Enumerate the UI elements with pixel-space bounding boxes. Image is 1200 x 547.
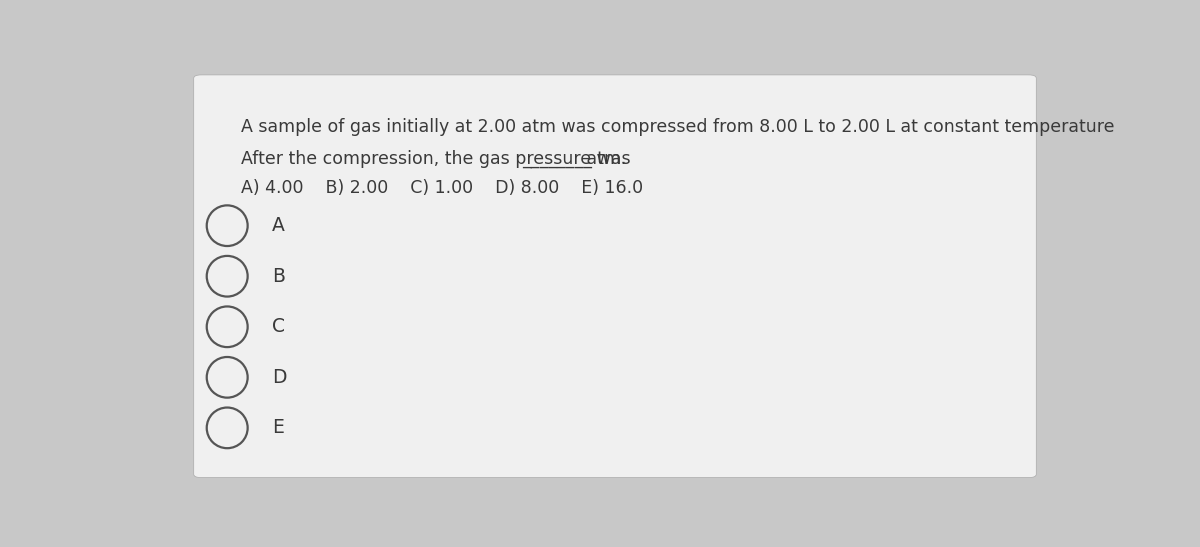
- Text: A sample of gas initially at 2.00 atm was compressed from 8.00 L to 2.00 L at co: A sample of gas initially at 2.00 atm wa…: [241, 118, 1115, 136]
- Text: atm.: atm.: [581, 150, 626, 168]
- Text: C: C: [272, 317, 284, 336]
- FancyBboxPatch shape: [193, 75, 1037, 478]
- Text: ________: ________: [522, 150, 592, 168]
- Text: D: D: [272, 368, 287, 387]
- Text: After the compression, the gas pressure was: After the compression, the gas pressure …: [241, 150, 636, 168]
- Text: A: A: [272, 216, 284, 235]
- Text: B: B: [272, 267, 284, 286]
- Text: E: E: [272, 418, 283, 438]
- Text: A) 4.00    B) 2.00    C) 1.00    D) 8.00    E) 16.0: A) 4.00 B) 2.00 C) 1.00 D) 8.00 E) 16.0: [241, 179, 643, 197]
